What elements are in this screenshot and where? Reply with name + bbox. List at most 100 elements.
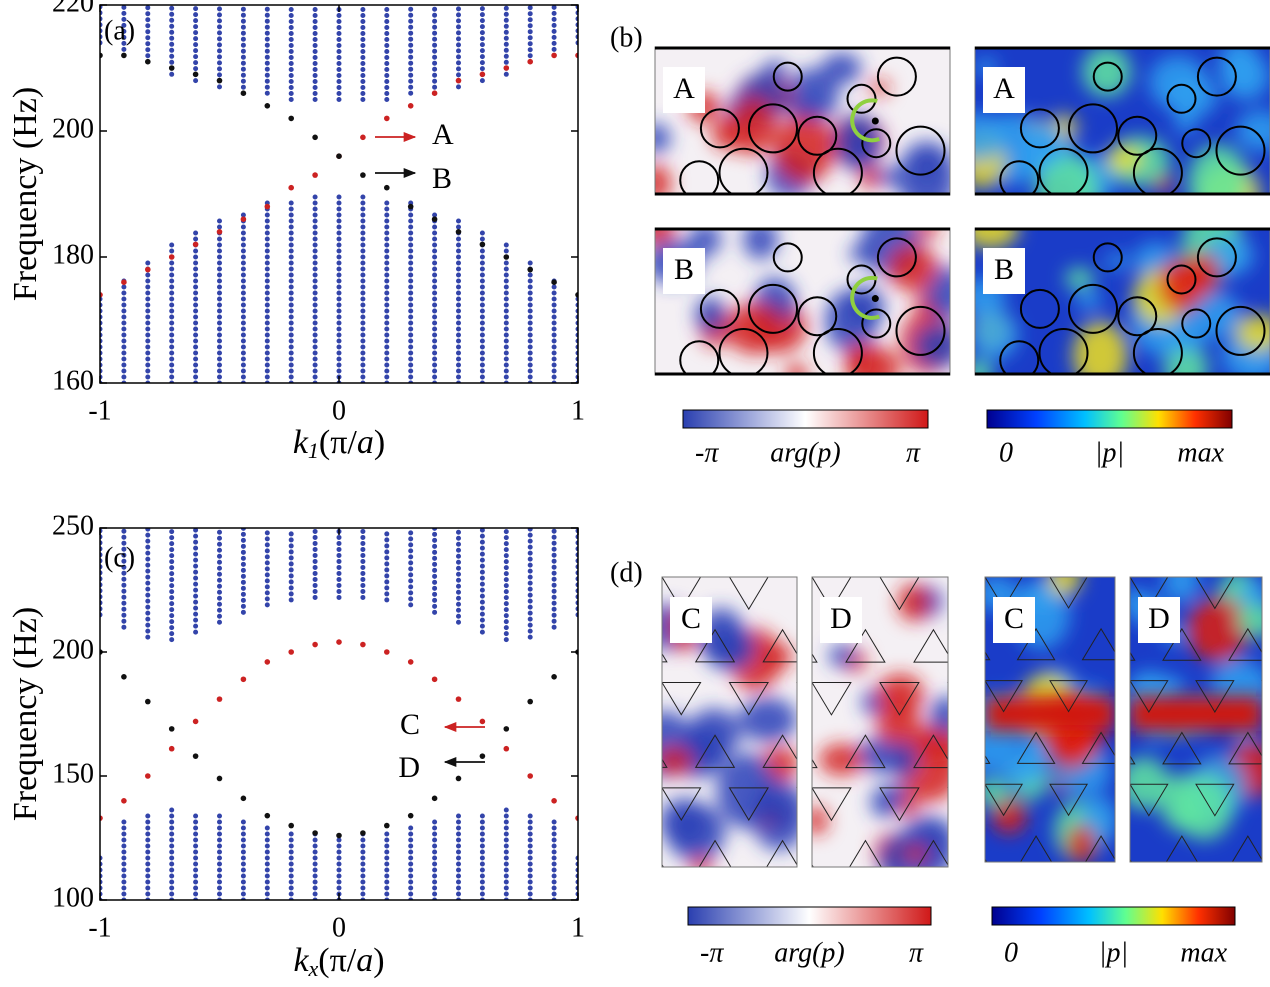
field-blob <box>655 164 672 195</box>
scatterer <box>879 681 920 716</box>
scatterer <box>812 577 852 611</box>
phase-map <box>812 577 948 867</box>
scatterers <box>985 577 1115 862</box>
scatterer <box>947 577 948 578</box>
scatterer <box>1228 731 1262 765</box>
field-blob <box>1076 291 1102 311</box>
y-tick-label: 160 <box>52 365 94 396</box>
edge-state-point <box>384 115 390 122</box>
edge-state-point <box>312 134 318 141</box>
field-blob <box>876 167 902 187</box>
x-axis-label: kx(π/a) <box>293 942 384 981</box>
scatterer <box>728 577 769 611</box>
scatterer <box>879 787 920 822</box>
edge-state-point <box>264 659 271 665</box>
map-label-bg <box>993 597 1035 643</box>
scatterer <box>1049 783 1089 817</box>
x-axis-label-part: k <box>293 942 309 979</box>
scatterer <box>1038 147 1089 195</box>
edge-state-point <box>288 115 295 122</box>
colorbar-label: max <box>1180 937 1227 968</box>
edge-state-point <box>431 90 438 96</box>
map-label-bg <box>983 67 1025 113</box>
field-blob <box>662 798 709 847</box>
field-blob <box>1082 47 1132 98</box>
map-field <box>975 47 1270 195</box>
field-blob <box>1130 757 1170 810</box>
band-chart: 100 150 200 250 -1 0 1 Frequency (Hz) kx(π/a) (c)… <box>7 510 585 981</box>
scatterer <box>985 754 991 764</box>
edge-state-point <box>431 216 438 222</box>
scatterer <box>861 308 892 339</box>
scatterer <box>718 147 769 195</box>
edge-state-point <box>479 71 486 78</box>
scatterer <box>1181 128 1212 159</box>
scatterer <box>662 758 668 768</box>
scatterer <box>913 628 948 663</box>
edge-state-point <box>551 52 557 59</box>
x-axis-label: k1(π/a) <box>293 424 385 463</box>
field-blob <box>1162 577 1201 603</box>
edge-state-point <box>527 58 533 65</box>
colorbar <box>986 409 1233 429</box>
x-axis-label-part: ) <box>373 942 384 979</box>
map-label: C <box>1004 602 1024 635</box>
scatterer <box>1165 835 1198 862</box>
scatterer <box>748 283 798 334</box>
field-blob <box>876 673 925 716</box>
scatterer <box>895 125 946 176</box>
scatterer <box>679 340 720 375</box>
scatterer <box>1132 147 1183 195</box>
scatterer <box>662 863 664 867</box>
vortex-core <box>871 295 879 303</box>
field-blob <box>662 746 694 776</box>
scatterer <box>985 577 1023 609</box>
edge-state-point <box>264 812 271 819</box>
scatterer <box>913 734 948 769</box>
map-field <box>975 228 1270 375</box>
panel-label: (c) <box>104 542 135 573</box>
field-blob <box>1238 579 1262 608</box>
scatterer <box>662 652 668 663</box>
edge-state-point <box>240 216 247 222</box>
y-tick-label: 200 <box>52 634 94 665</box>
edge-state-point <box>503 254 510 260</box>
scatterer <box>1049 577 1088 609</box>
scatterer <box>1068 283 1118 334</box>
y-tick-label: 220 <box>52 0 94 18</box>
y-axis-label: Frequency (Hz) <box>7 607 44 821</box>
map-label-bg <box>820 597 862 643</box>
edge-state-point <box>264 103 271 109</box>
scatterer <box>595 682 634 714</box>
scatterer <box>1019 288 1060 329</box>
edge-state-point <box>527 773 533 779</box>
x-axis-label-part: (π/ <box>319 424 357 461</box>
field-panel: (b) A A B B -π arg(p) π 0 |p| max <box>610 22 1270 468</box>
field-blob <box>848 244 875 263</box>
scatterers <box>1130 577 1262 862</box>
scatterer <box>1195 783 1235 817</box>
edge-state-point <box>336 639 342 645</box>
edge-state-point <box>479 241 486 248</box>
map-frame <box>661 576 798 868</box>
scatterer <box>1215 125 1266 176</box>
scatterer <box>985 651 991 661</box>
scatterer <box>985 783 1024 817</box>
scatterer <box>797 115 838 156</box>
field-blob <box>655 123 671 154</box>
x-axis-label-part: k <box>293 424 309 461</box>
scatterer <box>679 160 720 195</box>
edge-state-point <box>145 266 151 273</box>
edge-state-point <box>168 65 175 71</box>
scatterer <box>1081 731 1115 764</box>
x-axis-label-part: a <box>357 424 374 461</box>
colorbar-label: 0 <box>1004 937 1018 968</box>
colorbar-label: -π <box>695 437 719 468</box>
edge-state-point <box>312 830 318 836</box>
map-label-bg <box>983 248 1025 294</box>
phase-map <box>595 577 797 867</box>
edge-state-point <box>168 726 175 732</box>
scatterer <box>1016 731 1056 764</box>
field-blob <box>897 141 950 195</box>
scatterer <box>1117 115 1158 156</box>
